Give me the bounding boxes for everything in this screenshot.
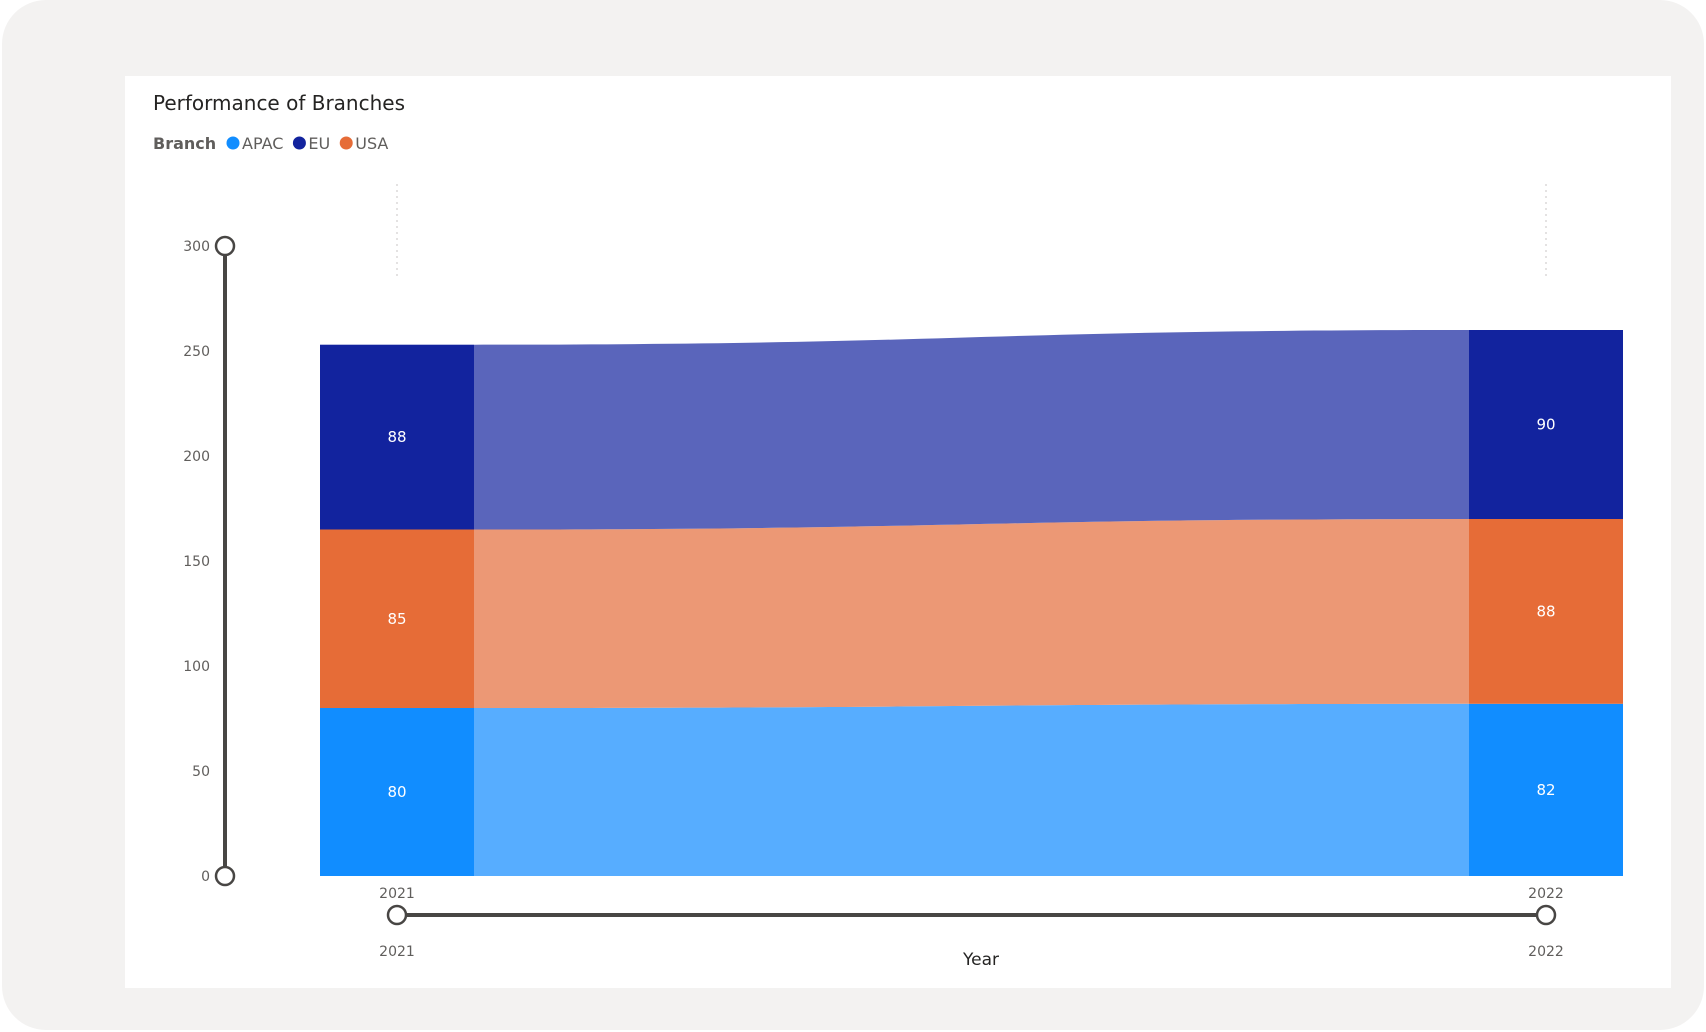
bar-usa-2022[interactable] <box>1469 519 1623 704</box>
y-tick-label: 50 <box>192 764 210 780</box>
legend-label-apac: APAC <box>242 134 283 153</box>
ribbon-apac[interactable] <box>474 703 1469 876</box>
ribbon-usa[interactable] <box>474 519 1469 708</box>
y-axis-range-slider[interactable] <box>214 235 236 887</box>
bar-apac-2021[interactable] <box>320 708 474 876</box>
legend: Branch APAC EU USA <box>153 134 388 153</box>
data-label-apac-2021: 80 <box>387 783 406 801</box>
x-slider-end-label: 2022 <box>1528 944 1564 960</box>
bar-eu-2021[interactable] <box>320 344 474 530</box>
data-label-eu-2022: 90 <box>1536 416 1555 434</box>
legend-title: Branch <box>153 134 216 153</box>
bars: 80 82 85 88 88 90 <box>320 330 1623 876</box>
category-guides <box>396 184 1547 276</box>
x-tick-label: 2022 <box>1528 886 1564 902</box>
ribbon-eu[interactable] <box>474 330 1469 530</box>
chart-visual-card: Performance of Branches Branch APAC EU USA … <box>125 76 1671 988</box>
y-tick-label: 250 <box>183 344 210 360</box>
x-slider-start-handle[interactable] <box>386 904 408 926</box>
y-tick-label: 150 <box>183 554 210 570</box>
ribbons <box>474 330 1469 876</box>
data-label-usa-2021: 85 <box>387 610 406 628</box>
y-tick-label: 100 <box>183 659 210 675</box>
x-axis: 2021 2022 <box>379 886 1564 902</box>
y-slider-min-handle[interactable] <box>214 865 236 887</box>
y-axis: 0 50 100 150 200 250 300 <box>183 239 210 885</box>
y-slider-max-handle[interactable] <box>214 235 236 257</box>
legend-label-usa: USA <box>355 134 388 153</box>
legend-marker-apac <box>226 136 240 150</box>
chart-title: Performance of Branches <box>153 91 405 115</box>
legend-label-eu: EU <box>308 134 330 153</box>
y-tick-label: 200 <box>183 449 210 465</box>
bar-usa-2021[interactable] <box>320 529 474 709</box>
legend-marker-usa <box>339 136 353 150</box>
data-label-usa-2022: 88 <box>1536 602 1555 620</box>
x-tick-label: 2021 <box>379 886 415 902</box>
y-tick-label: 300 <box>183 239 210 255</box>
data-label-eu-2021: 88 <box>387 428 406 446</box>
bar-apac-2022[interactable] <box>1469 703 1623 876</box>
x-slider-start-label: 2021 <box>379 944 415 960</box>
ribbon-chart: Performance of Branches Branch APAC EU USA … <box>153 91 1623 970</box>
y-tick-label: 0 <box>201 869 210 885</box>
x-axis-title: Year <box>962 950 999 970</box>
x-axis-range-slider[interactable]: 2021 2022 <box>379 904 1564 960</box>
data-label-apac-2022: 82 <box>1536 781 1555 799</box>
x-slider-end-handle[interactable] <box>1535 904 1557 926</box>
legend-marker-eu <box>292 136 306 150</box>
bar-eu-2022[interactable] <box>1469 330 1623 519</box>
